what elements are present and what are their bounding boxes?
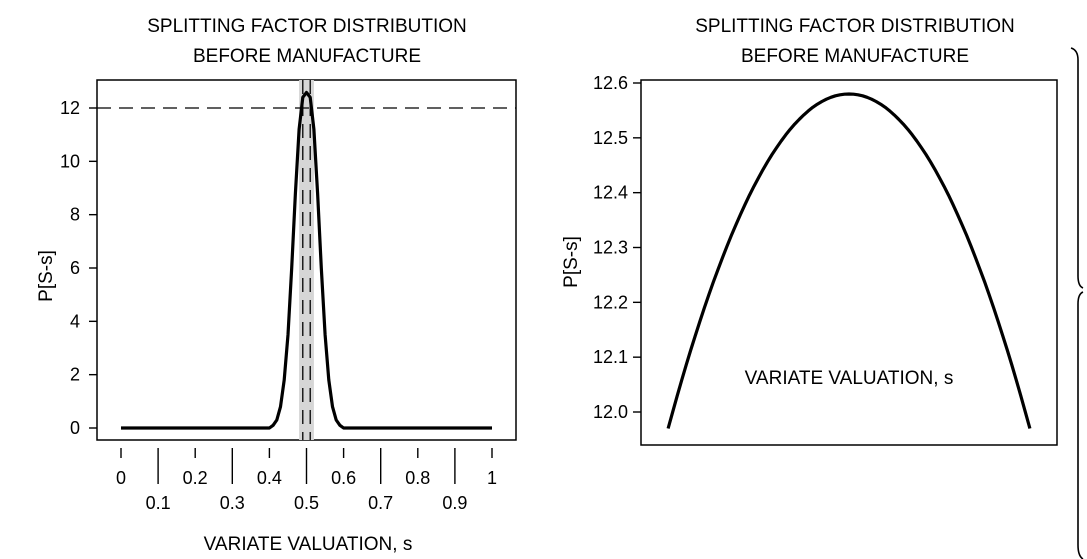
left-title-line-2: BEFORE MANUFACTURE — [193, 46, 421, 67]
right-y-tick-label: 12.5 — [593, 128, 628, 148]
left-y-axis-label: P[S-s] — [36, 250, 57, 302]
left-x-tick-label: 0.5 — [294, 493, 319, 513]
right-title-line-1: SPLITTING FACTOR DISTRIBUTION — [695, 16, 1015, 37]
left-x-tick-label: 0.6 — [331, 468, 356, 488]
brace-marks — [1071, 48, 1083, 559]
left-x-tick-label: 0.2 — [183, 468, 208, 488]
left-y-tick-label: 4 — [70, 311, 80, 331]
right-y-tick-label: 12.4 — [593, 183, 628, 203]
left-y-tick-label: 12 — [60, 98, 80, 118]
right-plot-frame — [641, 80, 1057, 445]
left-x-axis-label: VARIATE VALUATION, s — [204, 534, 413, 555]
right-y-tick-label: 12.3 — [593, 238, 628, 258]
right-x-axis-label: VARIATE VALUATION, s — [745, 368, 954, 389]
left-x-tick-label: 0.3 — [220, 493, 245, 513]
left-x-tick-label: 0.1 — [146, 493, 171, 513]
left-y-tick-label: 10 — [60, 151, 80, 171]
left-x-tick-label: 0.4 — [257, 468, 282, 488]
left-y-tick-label: 2 — [70, 365, 80, 385]
right-title-line-2: BEFORE MANUFACTURE — [741, 46, 969, 67]
left-x-tick-label: 0.8 — [405, 468, 430, 488]
upper-brace — [1071, 48, 1083, 288]
left-x-tick-label: 0.9 — [442, 493, 467, 513]
left-x-tick-label: 0.7 — [368, 493, 393, 513]
left-title-line-1: SPLITTING FACTOR DISTRIBUTION — [147, 16, 467, 37]
left-y-tick-label: 8 — [70, 205, 80, 225]
right-y-tick-label: 12.1 — [593, 347, 628, 367]
left-x-tick-label: 1 — [487, 468, 497, 488]
left-y-tick-label: 6 — [70, 258, 80, 278]
left-chart: SPLITTING FACTOR DISTRIBUTION BEFORE MAN… — [36, 16, 516, 555]
left-x-tick-label: 0 — [116, 468, 126, 488]
lower-brace — [1078, 292, 1083, 559]
right-y-tick-label: 12.2 — [593, 292, 628, 312]
right-y-tick-label: 12.0 — [593, 402, 628, 422]
right-y-axis-label: P[S-s] — [561, 236, 582, 288]
left-y-tick-label: 0 — [70, 418, 80, 438]
right-chart: SPLITTING FACTOR DISTRIBUTION BEFORE MAN… — [561, 16, 1057, 445]
left-highlight-band — [299, 80, 314, 440]
left-chart-layer: 0 2 4 6 8 10 12 0 0.2 0.4 0.6 0.8 1 0.1 0.3 0.5 0.7 0.9 — [60, 80, 516, 513]
right-y-tick-label: 12.6 — [593, 73, 628, 93]
